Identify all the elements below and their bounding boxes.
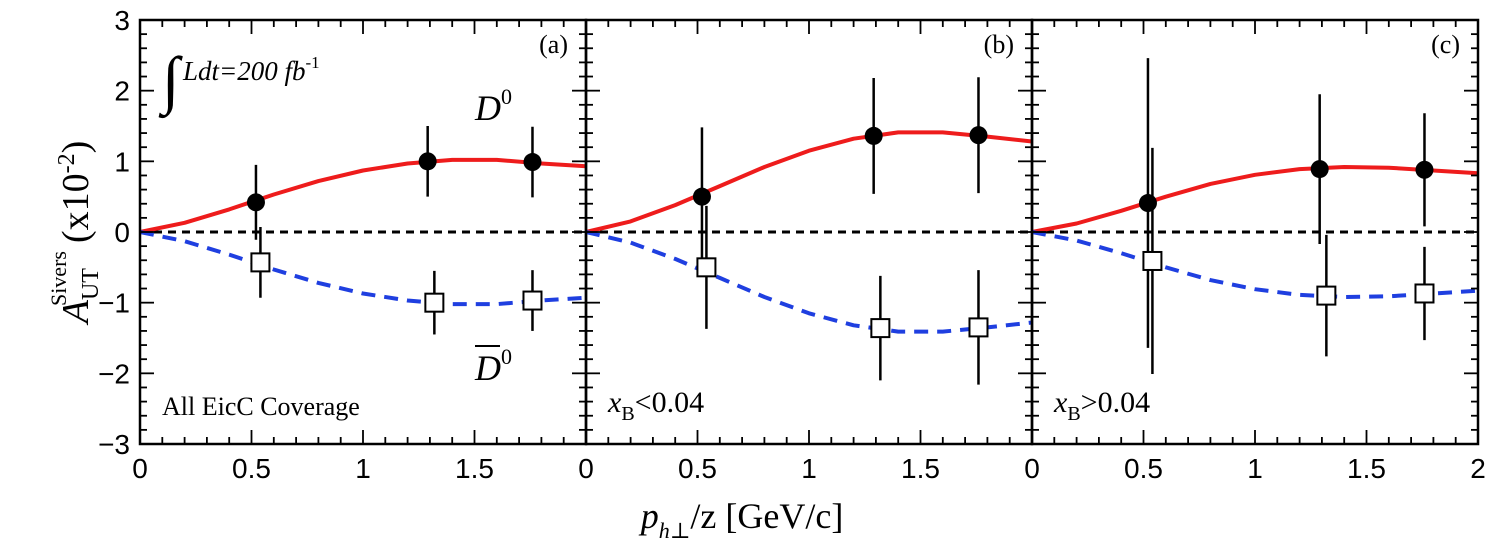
x-tick-label: 1 [801,453,817,484]
d0bar-curve [585,230,1033,334]
d0bar-point [1316,285,1337,306]
luminosity-exp: -1 [306,53,320,72]
y-tick-label: 1 [114,146,130,177]
panels-layer: 0 0.5 1 1.5 (a) All EicC Coverage 0 0.5 1 1.5 (b) x… [98,5,1486,484]
luminosity-annotation: ∫ Ldt=200 fb-1 [158,44,320,119]
x-axis-label-sub: h⊥ [659,518,691,543]
x-tick-label: 0.5 [232,453,271,484]
x-tick-label: 0.5 [678,453,717,484]
y-axis-label: AUT Sivers (x10-2) [46,141,104,327]
y-tick-label: 2 [114,76,130,107]
y-axis-label-sub: UT [78,268,104,300]
d0bar-point [696,257,717,278]
panel-tag: (b) [984,30,1014,59]
y-tick-label: 3 [114,5,130,36]
d0bar-point [968,317,989,338]
x-axis-label: ph⊥/z [GeV/c] [638,496,844,543]
d0bar-point [250,252,271,273]
condition-rest: >0.04 [1081,386,1150,419]
svg-text:Ldt=200 fb-1: Ldt=200 fb-1 [182,53,320,86]
y-axis-label-exp: -2 [54,153,80,173]
integral-sign-icon: ∫ [158,44,183,119]
d0-point [1310,160,1329,179]
panel-tag: (a) [539,30,568,59]
y-tick-label: −2 [98,358,130,389]
svg-text:D0: D0 [474,344,512,388]
d0-label-main: D [474,88,501,128]
panel-2: 0 0.5 1 1.5 (b) xB<0.04 [578,18,1034,484]
condition-sub: B [1067,403,1080,425]
condition-label: All EicC Coverage [162,392,360,421]
x-axis-label-tail: /z [GeV/c] [690,496,843,536]
d0-curve [585,130,1033,234]
d0-point [523,153,542,172]
d0-point [418,152,437,171]
d0bar-point [1414,283,1435,304]
d0-point [1415,160,1434,179]
d0-label-sup: 0 [501,84,512,109]
condition-sub: B [621,403,634,425]
x-tick-label: 1.5 [1347,453,1386,484]
x-tick-label: 0.5 [1124,453,1163,484]
d0-curve [139,157,587,234]
x-tick-label: 1.5 [455,453,494,484]
condition-var: x [1053,386,1068,419]
svg-text:AUTSivers(x10-2): AUT Sivers (x10-2) [46,141,104,327]
d0-point [864,126,883,145]
panel-1: 0 0.5 1 1.5 (a) All EicC Coverage [132,18,588,484]
x-tick-label: 0 [1024,453,1040,484]
x-axis-label-main: p [638,496,659,536]
luminosity-text: Ldt=200 fb [182,56,306,86]
d0bar-curve [139,230,587,307]
y-axis-label-main: A [55,299,97,326]
x-tick-label: 0 [132,453,148,484]
condition-rest: <0.04 [635,386,704,419]
condition-var: x [607,386,622,419]
y-axis-label-close: ) [55,141,97,154]
d0-curve [1031,165,1479,234]
d0bar-point [1142,250,1163,271]
d0-point [246,193,265,212]
y-axis-label-sup: Sivers [46,251,71,306]
y-tick-label: −3 [98,429,130,460]
x-tick-label: 1 [1247,453,1263,484]
d0bar-point [870,318,891,339]
d0bar-point [424,292,445,313]
d0-point [969,126,988,145]
d0-point [692,187,711,206]
condition-label: xB<0.04 [607,386,704,425]
x-tick-label: 1.5 [901,453,940,484]
panel-3: 0 0.5 1 1.5 2 (c) xB>0.04 [1024,18,1486,484]
y-tick-label: 0 [114,217,130,248]
y-axis-label-tail: (x10 [55,173,97,243]
x-tick-label: 2 [1470,453,1486,484]
d0bar-label-sup: 0 [501,344,512,369]
y-tick-label: −1 [98,288,130,319]
d0bar-curve [1031,230,1479,299]
x-tick-label: 0 [578,453,594,484]
x-tick-label: 1 [355,453,371,484]
condition-label: xB>0.04 [1053,386,1150,425]
d0bar-point [522,290,543,311]
panel-tag: (c) [1431,30,1460,59]
d0bar-label-main: D [474,348,501,388]
d0-label: D0 [474,84,512,128]
d0bar-label: D0 [474,344,512,388]
d0-point [1138,194,1157,213]
